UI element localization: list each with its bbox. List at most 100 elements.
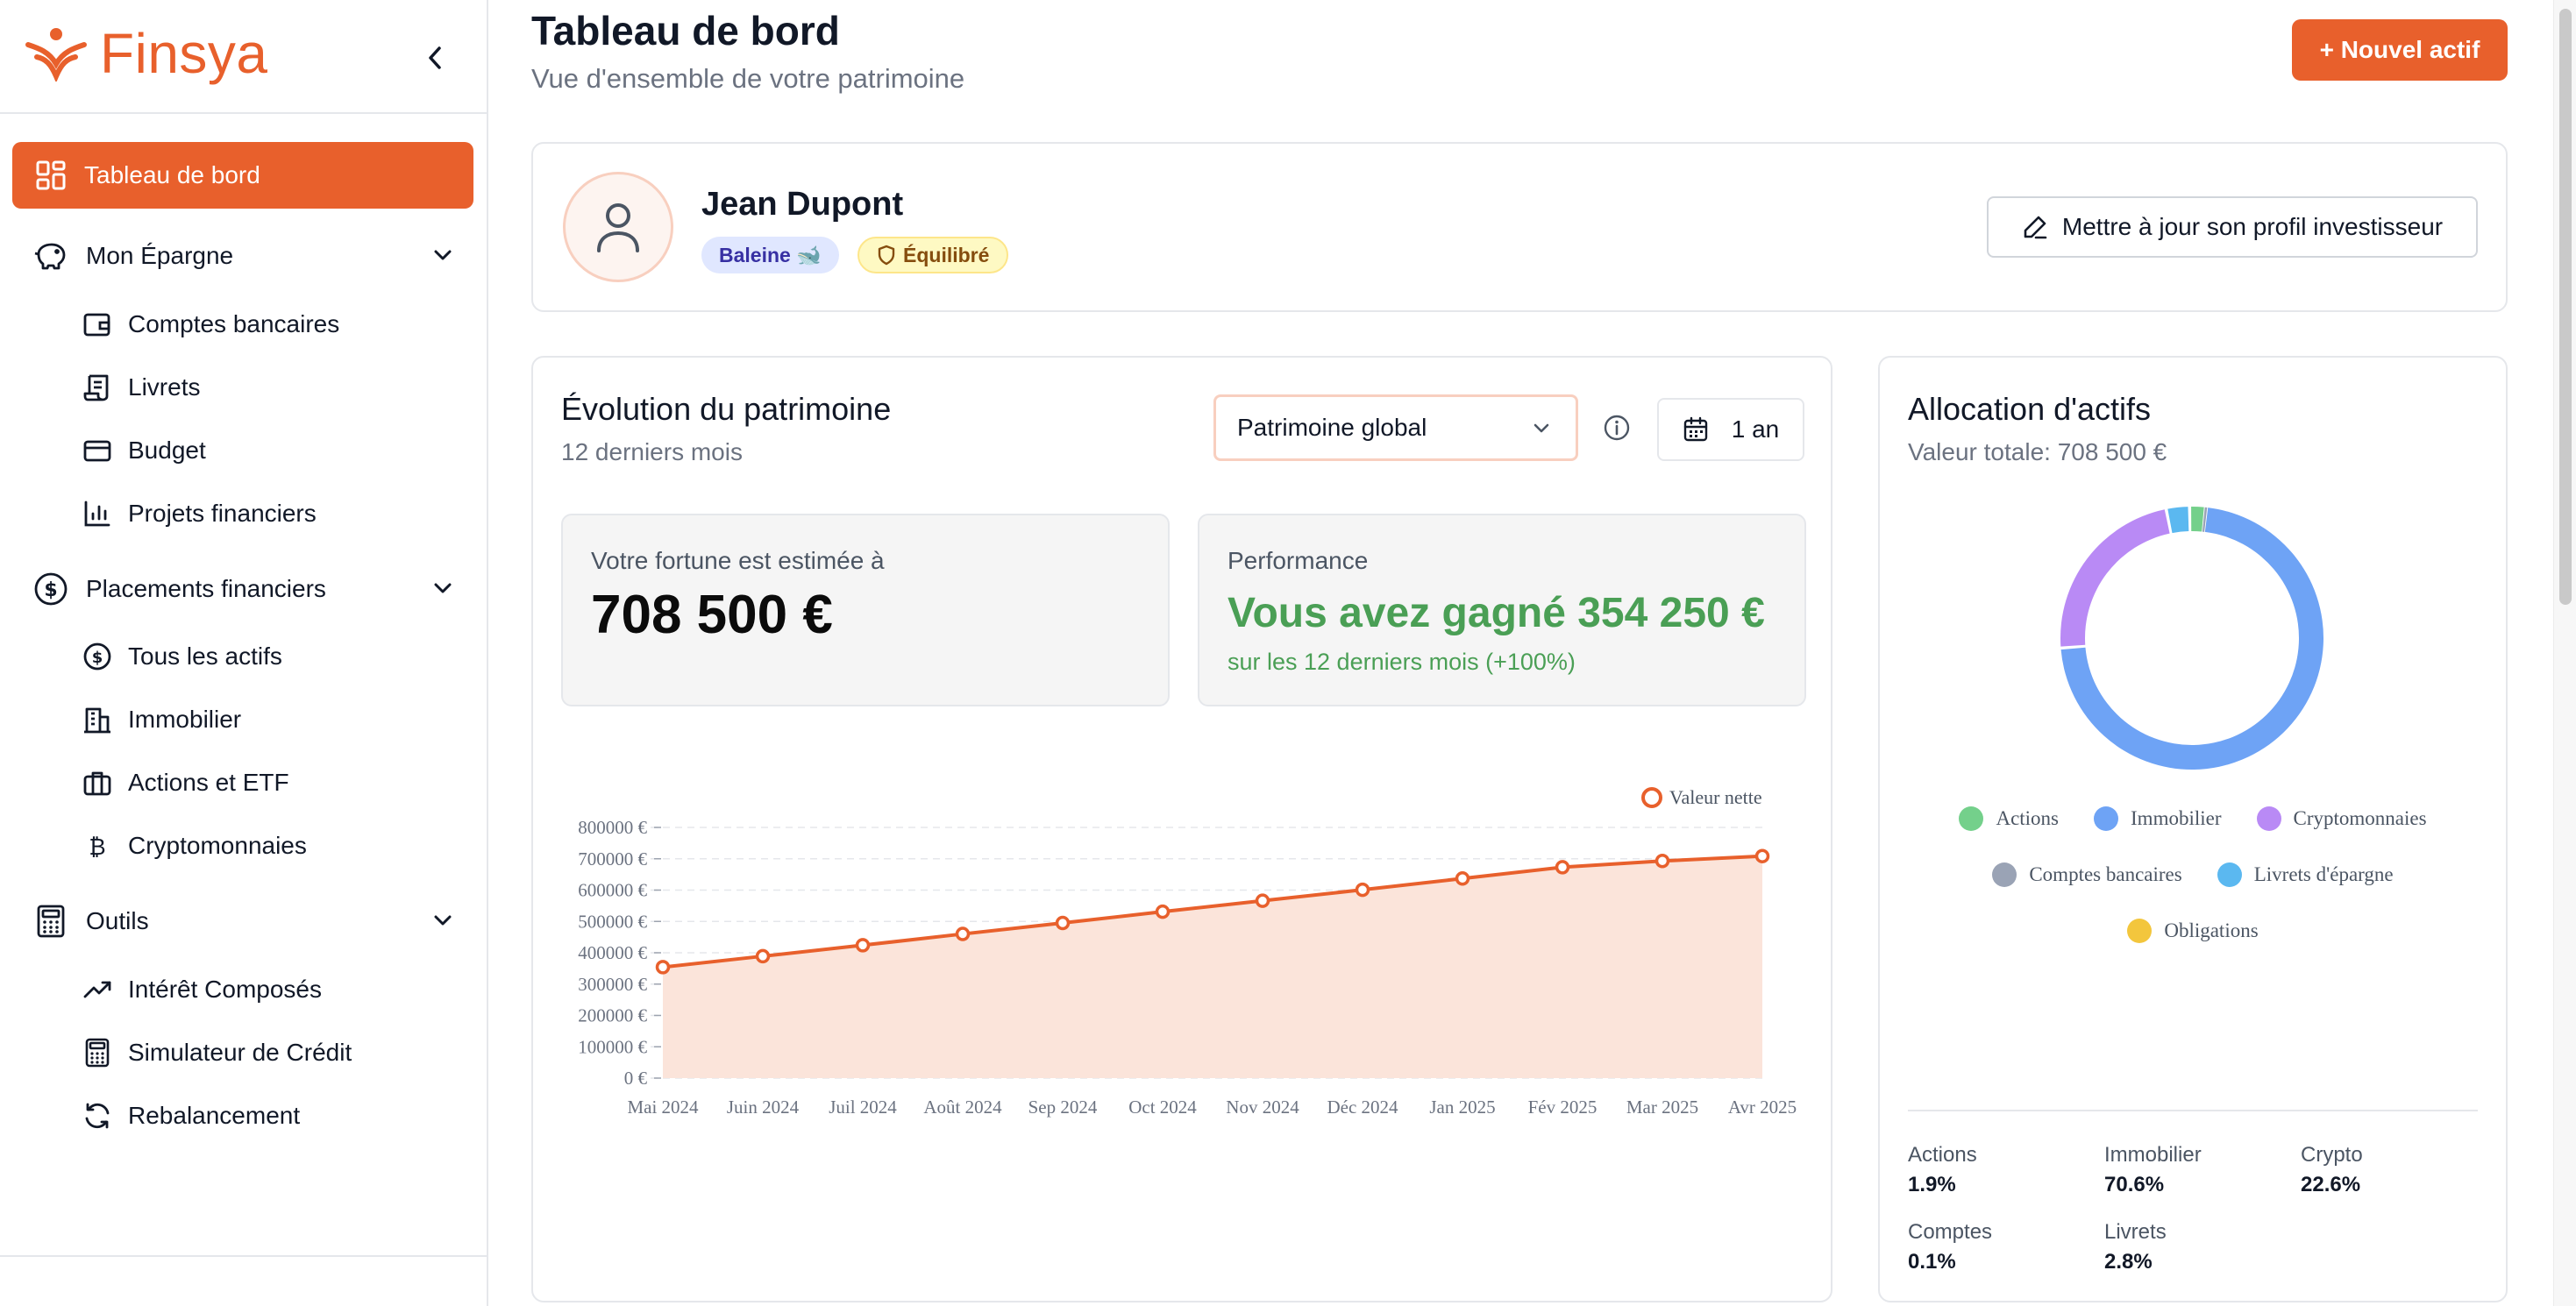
chart-data-point [1255,893,1270,908]
update-profile-button[interactable]: Mettre à jour son profil investisseur [1987,196,2478,258]
chart-data-point [1555,860,1570,875]
legend-item-cryptomonnaies[interactable]: Cryptomonnaies [2256,806,2427,831]
summary-label: Crypto [2301,1143,2363,1167]
card-title: Évolution du patrimoine [561,391,892,427]
page-scrollbar[interactable] [2553,0,2576,1306]
sidebar-item-dashboard[interactable]: Tableau de bord [12,142,473,209]
sidebar-item-rebalancement[interactable]: Rebalancement [82,1091,451,1140]
y-axis-tick-label: 800000 € [578,817,647,838]
donut-slice-cryptomonnaies[interactable] [2060,509,2170,647]
x-axis-tick-label: Mai 2024 [627,1097,699,1118]
x-axis-tick-label: Sep 2024 [1028,1097,1098,1118]
legend-swatch [2127,919,2153,943]
x-axis-tick-label: Juil 2024 [829,1097,897,1118]
summary-value: 22.6% [2301,1173,2361,1196]
sidebar-item-projets-financiers[interactable]: Projets financiers [82,489,451,538]
sidebar-group-label: Placements financiers [86,575,326,602]
chart-data-point [755,948,771,964]
legend-row: Actions Immobilier Cryptomonnaies [1880,806,2506,831]
chart-data-point [1155,904,1171,919]
sidebar-item-label: Livrets [128,373,201,401]
legend-item-comptes-bancaires[interactable]: Comptes bancaires [1992,862,2182,887]
wallet-icon [82,309,112,339]
donut-slice-actions[interactable] [2191,507,2204,532]
summary-label: Livrets [2104,1220,2167,1244]
collapse-sidebar-button[interactable] [412,35,458,81]
chevron-down-icon[interactable] [431,244,454,273]
calculator-icon [33,904,68,939]
summary-value: 1.9% [1908,1173,1956,1196]
donut-slice-comptes-bancaires[interactable] [2202,507,2208,532]
legend-item-immobilier[interactable]: Immobilier [2094,806,2222,831]
new-asset-button[interactable]: + Nouvel actif [2292,19,2508,81]
sidebar-item-livrets[interactable]: Livrets [82,363,451,412]
chart-data-point [1455,871,1470,886]
y-axis-tick-label: 700000 € [578,848,647,869]
page-subtitle: Vue d'ensemble de votre patrimoine [531,63,965,94]
summary-value: 0.1% [1908,1250,1956,1274]
legend-item-actions[interactable]: Actions [1959,806,2059,831]
scrollbar-thumb[interactable] [2559,9,2572,605]
avatar [563,172,673,282]
calendar-icon [1683,416,1709,443]
sidebar-item-label: Budget [128,437,206,464]
sidebar-item-cryptomonnaies[interactable]: ₿ Cryptomonnaies [82,821,451,870]
legend-label: Livrets d'épargne [2253,863,2394,885]
legend-item-livrets[interactable]: Livrets d'épargne [2217,862,2394,887]
summary-label: Immobilier [2104,1143,2202,1167]
sidebar-item-actions-etf[interactable]: Actions et ETF [82,758,451,807]
refresh-icon [82,1101,112,1131]
user-icon [597,203,639,252]
chevron-down-icon[interactable] [431,577,454,606]
legend-label: Actions [1996,807,2060,829]
chart-data-point [1754,848,1770,863]
legend-label: Immobilier [2131,807,2222,829]
page-title: Tableau de bord [531,8,840,53]
dollar-circle-icon: $ [82,642,112,671]
sidebar-item-comptes-bancaires[interactable]: Comptes bancaires [82,300,451,349]
x-axis-tick-label: Juin 2024 [727,1097,800,1118]
sidebar-item-immobilier[interactable]: Immobilier [82,695,451,744]
sidebar-item-label: Rebalancement [128,1102,301,1129]
performance-value: Vous avez gagné 354 250 € [1228,590,1765,636]
legend-row: Obligations [1880,919,2506,943]
chart-data-point [1654,854,1670,869]
performance-subtext: sur les 12 derniers mois (+100%) [1228,649,1576,675]
finsya-logo-icon [25,25,88,82]
donut-slice-livrets-d-pargne[interactable] [2167,507,2189,534]
wealth-line-chart: 0 € 100000 € 200000 € 300000 € 400000 € 50000… [578,786,1797,1118]
sidebar-item-label: Tous les actifs [128,642,282,670]
sidebar-group-outils[interactable]: Outils [33,897,454,946]
legend-swatch [2217,862,2242,887]
trending-up-icon [82,975,112,1004]
badge-label: Baleine 🐋 [719,243,822,266]
legend-row: Comptes bancaires Livrets d'épargne [1880,862,2506,887]
asset-allocation-card: Allocation d'actifs Valeur totale: 708 5… [1878,356,2508,1302]
portfolio-select[interactable]: Patrimoine global [1213,394,1578,461]
divider [1908,1110,2478,1111]
sidebar-item-interet-composes[interactable]: Intérêt Composés [82,965,451,1014]
sidebar-item-tous-les-actifs[interactable]: $ Tous les actifs [82,632,451,681]
brand-logo[interactable]: Finsya [25,22,268,85]
chart-data-point [1355,882,1370,898]
sidebar-item-budget[interactable]: Budget [82,426,451,475]
y-axis-tick-label: 500000 € [578,911,647,932]
sidebar-group-placements[interactable]: $ Placements financiers [33,564,454,614]
summary-value: 70.6% [2104,1173,2165,1196]
legend-label: Comptes bancaires [2029,863,2182,885]
y-axis-tick-label: 200000 € [578,1005,647,1026]
sidebar-group-epargne[interactable]: Mon Épargne [33,231,454,280]
legend-item-obligations[interactable]: Obligations [2127,919,2259,943]
chevron-down-icon[interactable] [431,909,454,938]
info-icon[interactable] [1599,410,1634,445]
legend-label: Cryptomonnaies [2293,807,2427,829]
x-axis-tick-label: Déc 2024 [1327,1097,1398,1118]
sidebar-item-simulateur-credit[interactable]: Simulateur de Crédit [82,1028,451,1077]
fortune-stat-card: Votre fortune est estimée à 708 500 € [561,514,1170,706]
piggy-bank-icon [33,240,68,272]
period-selector[interactable]: 1 an [1657,398,1804,461]
brand-name: Finsya [100,22,268,85]
allocation-donut-chart [2060,507,2323,770]
sidebar-item-label: Actions et ETF [128,769,289,796]
chevron-left-icon [429,46,441,69]
